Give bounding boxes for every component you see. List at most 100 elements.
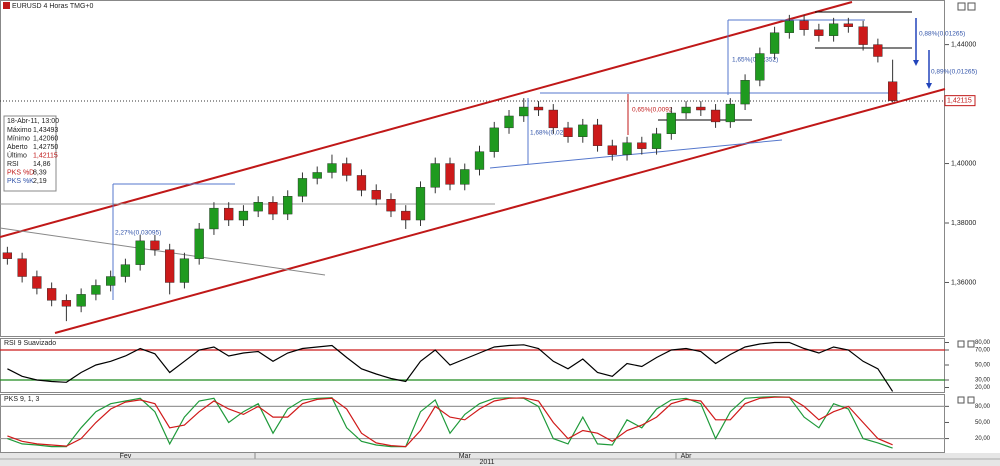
candle-body (828, 23, 839, 36)
candle-body (725, 103, 735, 123)
candle-body (548, 109, 558, 129)
candle-body (61, 300, 72, 307)
info-label: RSI (7, 161, 19, 168)
candle-body (843, 23, 853, 27)
candle-body (76, 294, 86, 307)
y-tick-label: 1,38000 (951, 220, 976, 227)
candle-body (740, 80, 750, 105)
candle-body (710, 109, 721, 123)
trend-line (0, 227, 326, 276)
annotation: 1,65%(0,02352) (732, 57, 778, 64)
candle-body (696, 106, 706, 111)
y-tick-label: 20,00 (975, 385, 991, 391)
channel-lower (54, 88, 946, 334)
window-button[interactable] (967, 396, 975, 404)
chart-title: EURUSD 4 Horas TMG+0 (12, 3, 93, 10)
candle-body (194, 228, 204, 259)
candle-body (873, 44, 883, 57)
indicator-line (7, 396, 893, 448)
candle-body (592, 124, 603, 146)
candle-body (268, 201, 278, 215)
candle-body (769, 32, 780, 54)
candle-body (371, 190, 381, 200)
x-tick-label: Abr (681, 453, 693, 460)
candle-body (106, 276, 116, 286)
info-label: Mínimo (7, 135, 30, 142)
x-tick-label: Mar (459, 453, 472, 460)
candle-body (165, 249, 175, 283)
annotation: 0,65%(0,0092 (632, 107, 673, 114)
pks-panel (0, 394, 945, 453)
candle-body (474, 151, 485, 170)
candle-body (91, 285, 101, 295)
info-value: 1,42750 (33, 144, 58, 151)
candle-body (887, 81, 898, 101)
candle-body (784, 20, 794, 33)
x-tick-label: Fev (120, 453, 132, 460)
y-tick-label: 1,40000 (951, 160, 976, 167)
info-label: PKS %K (7, 178, 34, 185)
info-value: 14,86 (33, 161, 51, 168)
window-button[interactable] (967, 340, 975, 348)
candle-body (47, 288, 57, 301)
measure-line (489, 139, 783, 169)
y-tick-label: 1,36000 (951, 279, 976, 286)
y-tick-label: 80,00 (975, 404, 991, 410)
candle-body (342, 163, 352, 176)
candle-body (179, 258, 190, 283)
candle-body (637, 142, 647, 149)
window-button[interactable] (957, 396, 965, 404)
candle-body (666, 112, 676, 135)
candle-body (489, 127, 499, 152)
candle-body (120, 264, 131, 277)
candle-body (622, 142, 632, 155)
candle-body (253, 201, 263, 212)
candle-body (460, 169, 470, 185)
price-panel (0, 0, 945, 337)
symbol-icon (3, 2, 10, 9)
candle-body (209, 207, 219, 230)
candle-body (578, 124, 588, 137)
window-button[interactable] (957, 2, 966, 11)
candle-body (858, 26, 868, 45)
info-date: 18-Abr-11, 13:00 (7, 118, 59, 125)
indicator-line (7, 396, 893, 449)
arrow (913, 60, 919, 66)
candle-body (814, 29, 824, 36)
candle-body (533, 106, 544, 111)
info-value: 1,42060 (33, 135, 58, 142)
candle-body (651, 133, 662, 149)
annotation: 1,68%(0,0235 (530, 130, 571, 137)
annotation: 0,89%(0,01265) (931, 69, 977, 76)
window-button[interactable] (957, 340, 965, 348)
candle-body (32, 276, 42, 289)
candle-body (135, 240, 145, 265)
channel-upper (0, 1, 853, 238)
candle-body (312, 172, 322, 179)
info-frame (3, 115, 57, 192)
panel-title: PKS 9, 1, 3 (4, 396, 40, 403)
annotation: 2,27%(0,03095) (115, 230, 161, 237)
arrow (926, 83, 932, 89)
candle-body (430, 163, 440, 188)
candle-body (150, 240, 160, 250)
indicator-line (7, 341, 894, 392)
y-tick-label: 80,00 (975, 340, 991, 346)
window-button[interactable] (967, 2, 976, 11)
candle-body (504, 115, 514, 129)
candle-body (17, 258, 27, 277)
info-value: 1,43493 (33, 127, 58, 134)
candle-body (297, 178, 308, 197)
y-tick-label: 20,00 (975, 436, 991, 442)
candle-body (415, 187, 426, 221)
candle-body (519, 106, 529, 117)
panel-title: RSI 9 Suavizado (4, 340, 56, 347)
candle-body (283, 196, 293, 215)
info-label: PKS %D (7, 169, 34, 176)
annotation: 0,88%(0,01265) (919, 31, 965, 38)
y-tick-label: 30,00 (975, 378, 991, 384)
